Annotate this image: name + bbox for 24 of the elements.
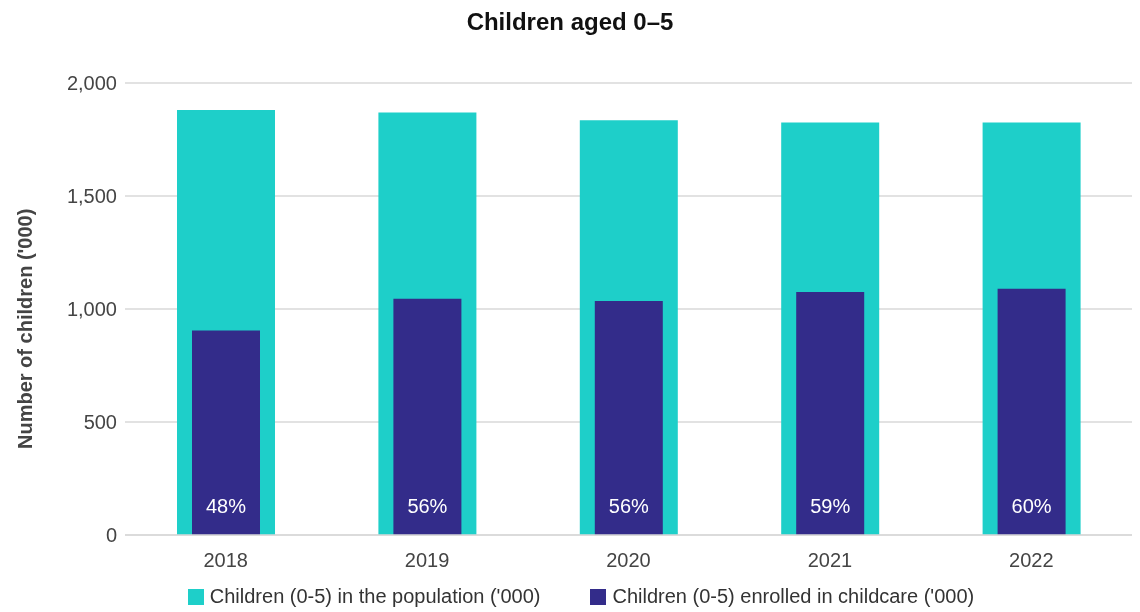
legend-label: Children (0-5) in the population ('000) [209, 585, 541, 608]
bar [997, 288, 1066, 535]
x-tick-label: 2022 [1009, 549, 1054, 572]
bar [796, 292, 865, 535]
annotation: 56% [608, 495, 650, 517]
x-tick-label: 2019 [404, 549, 450, 572]
y-tick-label: 1,500 [66, 185, 117, 208]
annotation: 48% [205, 495, 247, 517]
y-tick-label: 0 [105, 524, 117, 547]
x-tick-label: 2020 [606, 549, 651, 572]
x-tick-label: 2021 [807, 549, 853, 572]
bar [192, 330, 260, 535]
annotation: 59% [810, 495, 851, 517]
bar [393, 298, 462, 535]
y-tick-label: 2,000 [66, 72, 117, 95]
x-tick-label: 2018 [203, 549, 248, 572]
annotation: 60% [1011, 495, 1052, 517]
chart-title: Children aged 0–5 [465, 8, 675, 37]
legend-label: Children (0-5) enrolled in childcare ('000) [612, 585, 975, 608]
annotation: 56% [407, 495, 448, 517]
y-axis-title: Number of children ('000) [14, 208, 37, 449]
y-tick-label: 500 [83, 411, 117, 434]
y-tick-label: 1,000 [66, 298, 117, 321]
bar [594, 301, 663, 535]
